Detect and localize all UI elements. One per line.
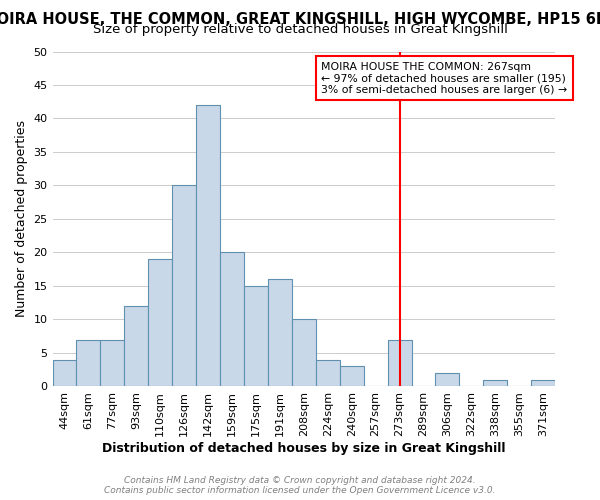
Bar	[292, 320, 316, 386]
Bar	[268, 280, 292, 386]
Bar	[220, 252, 244, 386]
Bar	[340, 366, 364, 386]
X-axis label: Distribution of detached houses by size in Great Kingshill: Distribution of detached houses by size …	[102, 442, 506, 455]
Text: Size of property relative to detached houses in Great Kingshill: Size of property relative to detached ho…	[92, 22, 508, 36]
Bar	[76, 340, 100, 386]
Bar	[53, 360, 76, 386]
Bar	[196, 105, 220, 386]
Bar	[100, 340, 124, 386]
Bar	[172, 186, 196, 386]
Bar	[436, 373, 460, 386]
Bar	[484, 380, 507, 386]
Y-axis label: Number of detached properties: Number of detached properties	[15, 120, 28, 318]
Bar	[244, 286, 268, 386]
Text: MOIRA HOUSE, THE COMMON, GREAT KINGSHILL, HIGH WYCOMBE, HP15 6EN: MOIRA HOUSE, THE COMMON, GREAT KINGSHILL…	[0, 12, 600, 28]
Text: MOIRA HOUSE THE COMMON: 267sqm
← 97% of detached houses are smaller (195)
3% of : MOIRA HOUSE THE COMMON: 267sqm ← 97% of …	[322, 62, 568, 94]
Bar	[124, 306, 148, 386]
Bar	[148, 259, 172, 386]
Bar	[531, 380, 555, 386]
Bar	[316, 360, 340, 386]
Bar	[388, 340, 412, 386]
Text: Contains HM Land Registry data © Crown copyright and database right 2024.
Contai: Contains HM Land Registry data © Crown c…	[104, 476, 496, 495]
